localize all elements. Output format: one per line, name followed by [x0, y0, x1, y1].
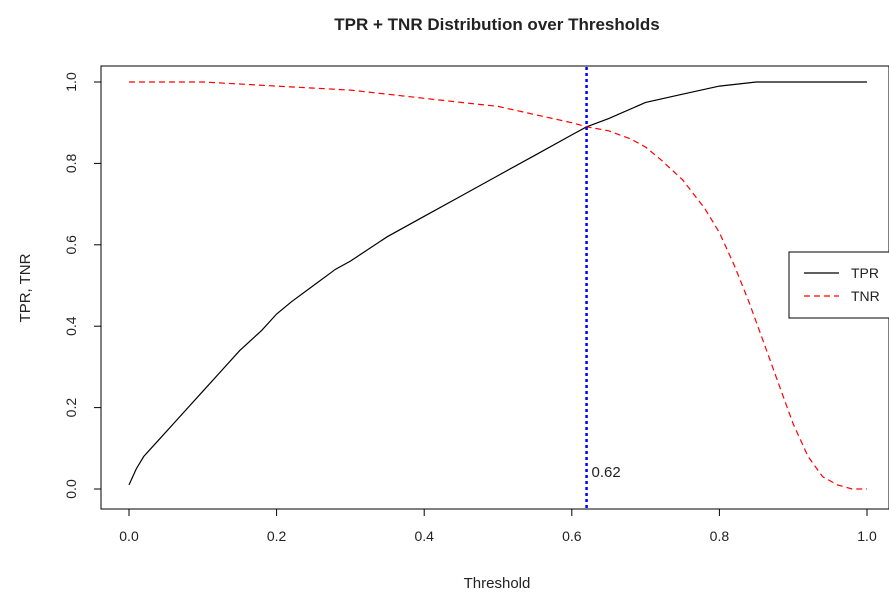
series-layer [128, 81, 867, 490]
y-tick-label: 0.2 [63, 398, 79, 418]
x-axis: 0.0 0.2 0.4 0.6 0.8 1.0 [119, 508, 877, 544]
threshold-label: 0.62 [592, 464, 621, 481]
series-line-tpr [128, 81, 867, 486]
plot-frame [100, 65, 889, 510]
y-axis: 0.0 0.2 0.4 0.6 0.8 1.0 [63, 72, 102, 499]
x-tick-label: 0.8 [710, 528, 730, 544]
y-tick-label: 1.0 [63, 72, 79, 92]
legend-box [788, 251, 889, 319]
y-tick-label: 0.8 [63, 153, 79, 173]
series-line-tnr [129, 81, 867, 490]
y-axis-title: TPR, TNR [17, 253, 34, 322]
y-tick-label: 0.0 [63, 479, 79, 499]
y-tick-label: 0.6 [63, 235, 79, 255]
x-tick-label: 1.0 [857, 528, 877, 544]
legend-label-tpr: TPR [851, 265, 879, 281]
x-tick-label: 0.2 [267, 528, 287, 544]
x-tick-label: 0.0 [119, 528, 139, 544]
chart-title: TPR + TNR Distribution over Thresholds [334, 15, 659, 34]
x-tick-label: 0.6 [562, 528, 582, 544]
threshold-marker: 0.62 [585, 67, 621, 509]
legend: TPR TNR [788, 251, 889, 319]
x-axis-title: Threshold [464, 575, 531, 591]
x-tick-label: 0.4 [414, 528, 434, 544]
y-tick-label: 0.4 [63, 316, 79, 336]
legend-label-tnr: TNR [851, 288, 880, 304]
